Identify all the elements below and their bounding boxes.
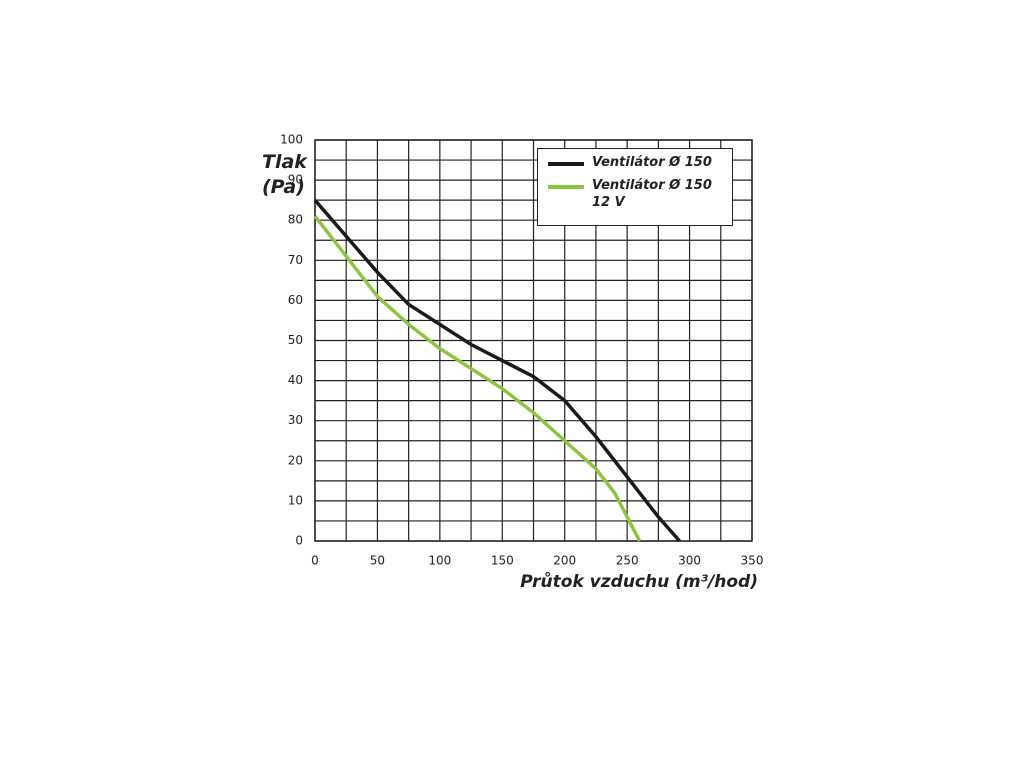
legend-item: Ventilátor Ø 150 12 V <box>544 177 726 211</box>
y-tick-label: 10 <box>288 493 303 507</box>
y-tick-label: 80 <box>288 213 303 227</box>
plot-frame <box>314 139 753 542</box>
series-line <box>313 199 681 543</box>
y-tick-label: 90 <box>288 173 303 187</box>
y-tick-label: 0 <box>295 534 303 548</box>
legend-swatch <box>548 162 584 166</box>
x-tick-label: 100 <box>428 554 451 568</box>
legend-swatch <box>548 185 584 189</box>
x-tick-label: 300 <box>678 554 701 568</box>
y-tick-label: 40 <box>288 373 303 387</box>
y-tick-label: 30 <box>288 413 303 427</box>
legend-label: Ventilátor Ø 150 <box>592 155 712 170</box>
y-tick-label: 20 <box>288 453 303 467</box>
legend-item: Ventilátor Ø 150 <box>544 154 726 171</box>
legend: Ventilátor Ø 150 Ventilátor Ø 150 12 V <box>537 148 733 226</box>
series-line <box>313 215 642 542</box>
x-tick-label: 200 <box>553 554 576 568</box>
x-tick-label: 0 <box>311 554 319 568</box>
y-tick-label: 100 <box>280 133 303 147</box>
x-tick-label: 50 <box>370 554 385 568</box>
x-axis-label: Průtok vzduchu (m³/hod) <box>520 572 758 592</box>
x-tick-label: 350 <box>741 554 764 568</box>
y-tick-label: 60 <box>288 293 303 307</box>
y-tick-label: 50 <box>288 333 303 347</box>
x-tick-label: 250 <box>616 554 639 568</box>
y-axis-label: Tlak (Pa) <box>262 151 307 198</box>
legend-label: Ventilátor Ø 150 12 V <box>592 178 712 210</box>
x-tick-label: 150 <box>491 554 514 568</box>
y-tick-label: 70 <box>288 253 303 267</box>
